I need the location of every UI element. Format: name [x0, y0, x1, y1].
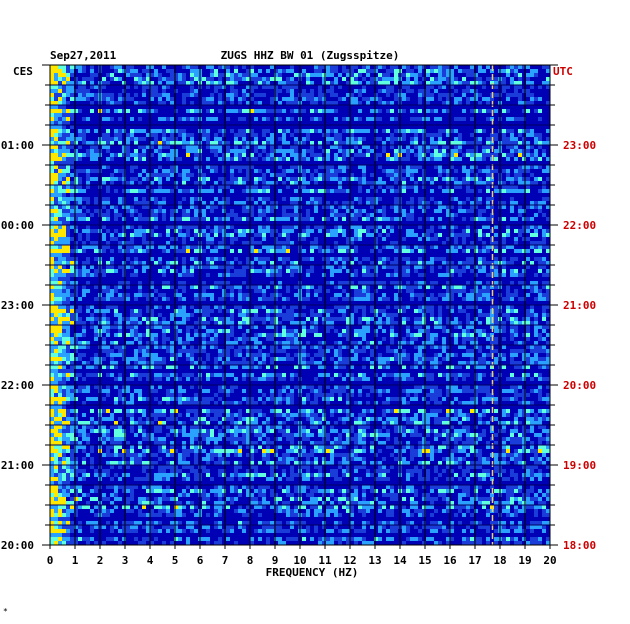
- time-label-right: 19:00: [563, 459, 596, 472]
- x-tick-label: 11: [318, 554, 332, 567]
- x-tick-label: 8: [247, 554, 254, 567]
- x-tick-label: 3: [122, 554, 129, 567]
- x-tick-label: 6: [197, 554, 204, 567]
- x-tick-label: 17: [468, 554, 481, 567]
- time-label-left: 01:00: [1, 139, 34, 152]
- x-tick-label: 7: [222, 554, 229, 567]
- x-tick-label: 2: [97, 554, 104, 567]
- x-tick-label: 19: [518, 554, 531, 567]
- time-label-left: 23:00: [1, 299, 34, 312]
- date-label: Sep27,2011: [50, 49, 117, 62]
- x-tick-label: 20: [543, 554, 556, 567]
- x-tick-label: 10: [293, 554, 306, 567]
- x-tick-label: 9: [272, 554, 279, 567]
- time-label-left: 21:00: [1, 459, 34, 472]
- x-axis-label: FREQUENCY (HZ): [266, 566, 359, 579]
- time-label-left: 00:00: [1, 219, 34, 232]
- right-axis-label: UTC: [553, 65, 573, 78]
- time-label-right: 23:00: [563, 139, 596, 152]
- x-tick-label: 18: [493, 554, 506, 567]
- plot-area: 0 1 2 3 4 5 6 7 8 9 10 11 12 13 14 15 16 17 18 19 2001:0000:…: [1, 64, 596, 567]
- corner-mark: *: [3, 607, 8, 616]
- time-label-right: 22:00: [563, 219, 596, 232]
- x-tick-label: 1: [72, 554, 79, 567]
- x-tick-label: 15: [418, 554, 431, 567]
- time-label-left: 22:00: [1, 379, 34, 392]
- time-label-left: 20:00: [1, 539, 34, 552]
- x-tick-label: 0: [47, 554, 54, 567]
- time-label-right: 18:00: [563, 539, 596, 552]
- x-tick-label: 4: [147, 554, 154, 567]
- x-tick-label: 5: [172, 554, 179, 567]
- left-axis-label: CES: [13, 65, 33, 78]
- time-label-right: 21:00: [563, 299, 596, 312]
- time-label-right: 20:00: [563, 379, 596, 392]
- x-tick-label: 12: [343, 554, 356, 567]
- x-tick-label: 13: [368, 554, 381, 567]
- chart-title: ZUGS HHZ BW 01 (Zugsspitze): [221, 49, 400, 62]
- x-tick-label: 16: [443, 554, 457, 567]
- x-tick-label: 14: [393, 554, 407, 567]
